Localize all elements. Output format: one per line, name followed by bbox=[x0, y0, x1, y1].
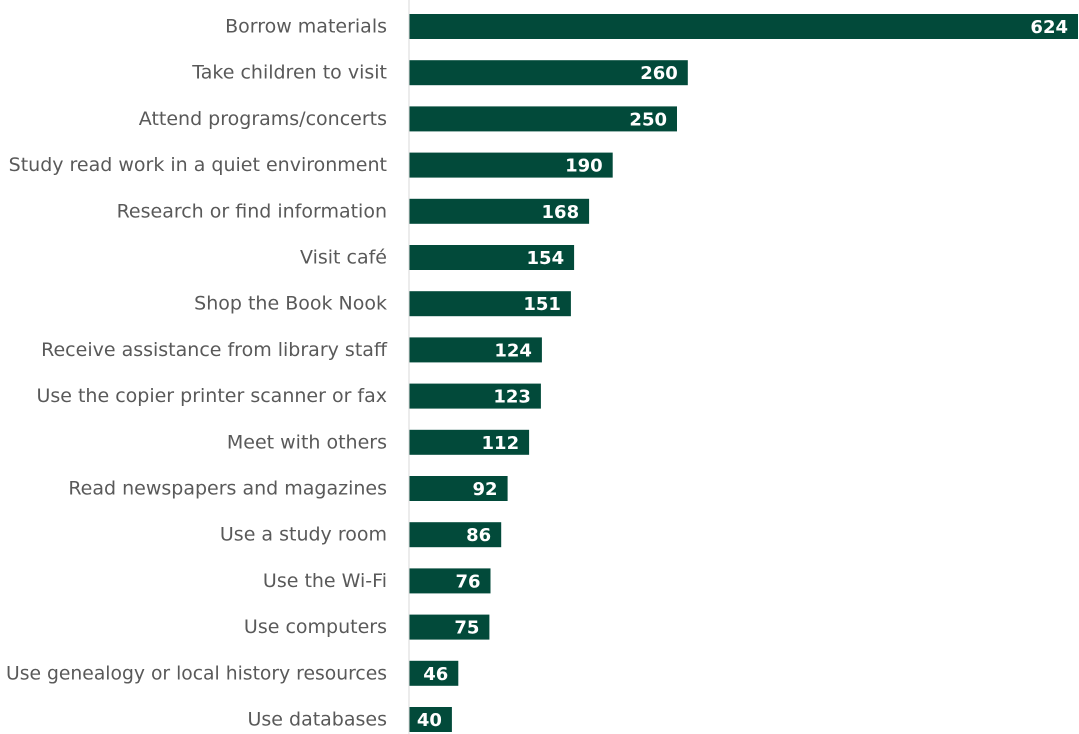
value-labels: 624 260 250 190 168 154 151 124 123 112 92 86 76 75 46… bbox=[417, 17, 1068, 731]
value-label: 40 bbox=[417, 710, 442, 731]
bar-3 bbox=[409, 152, 613, 178]
value-label: 190 bbox=[565, 156, 603, 177]
value-label: 168 bbox=[542, 202, 580, 223]
category-label: Receive assistance from library staff bbox=[41, 339, 388, 361]
bar-9 bbox=[409, 429, 530, 455]
category-label: Use a study room bbox=[220, 524, 387, 546]
category-label: Use the Wi-Fi bbox=[263, 570, 387, 592]
value-label: 76 bbox=[455, 571, 480, 592]
value-label: 75 bbox=[454, 618, 479, 639]
value-label: 250 bbox=[629, 109, 667, 130]
category-label: Meet with others bbox=[227, 431, 387, 453]
bar-5 bbox=[409, 245, 575, 270]
category-label: Use the copier printer scanner or fax bbox=[36, 385, 387, 407]
bar-15 bbox=[409, 707, 452, 732]
category-label: Shop the Book Nook bbox=[194, 293, 387, 315]
bar-10 bbox=[409, 476, 508, 501]
bar-7 bbox=[409, 337, 542, 363]
category-label: Use computers bbox=[244, 616, 387, 638]
bar-2 bbox=[409, 106, 677, 132]
bar-13 bbox=[409, 614, 490, 640]
value-label: 46 bbox=[423, 664, 448, 685]
category-label: Borrow materials bbox=[225, 16, 387, 38]
bar-1 bbox=[409, 60, 688, 86]
bars-layer bbox=[409, 14, 1078, 732]
bar-0 bbox=[409, 14, 1078, 39]
category-label: Use databases bbox=[247, 709, 387, 731]
value-label: 151 bbox=[523, 294, 561, 315]
category-label: Take children to visit bbox=[191, 62, 387, 84]
bar-12 bbox=[409, 568, 491, 594]
bar-4 bbox=[409, 198, 590, 224]
category-label: Visit café bbox=[300, 247, 387, 269]
value-label: 123 bbox=[493, 387, 531, 408]
bar-6 bbox=[409, 291, 571, 317]
value-label: 112 bbox=[482, 433, 520, 454]
value-label: 124 bbox=[494, 340, 532, 361]
value-label: 154 bbox=[527, 248, 565, 269]
bar-11 bbox=[409, 522, 502, 548]
value-label: 92 bbox=[473, 479, 498, 500]
category-label: Read newspapers and magazines bbox=[68, 478, 387, 500]
value-label: 260 bbox=[640, 63, 678, 84]
value-label: 86 bbox=[466, 525, 491, 546]
category-label: Study read work in a quiet environment bbox=[9, 154, 387, 176]
category-label: Attend programs/concerts bbox=[139, 108, 387, 130]
category-label: Research or find information bbox=[117, 200, 387, 222]
category-label: Use genealogy or local history resources bbox=[6, 662, 387, 684]
value-label: 624 bbox=[1030, 17, 1068, 38]
category-labels: Borrow materials Take children to visit At… bbox=[6, 16, 388, 731]
bar-8 bbox=[409, 383, 541, 409]
bar-14 bbox=[409, 660, 459, 686]
